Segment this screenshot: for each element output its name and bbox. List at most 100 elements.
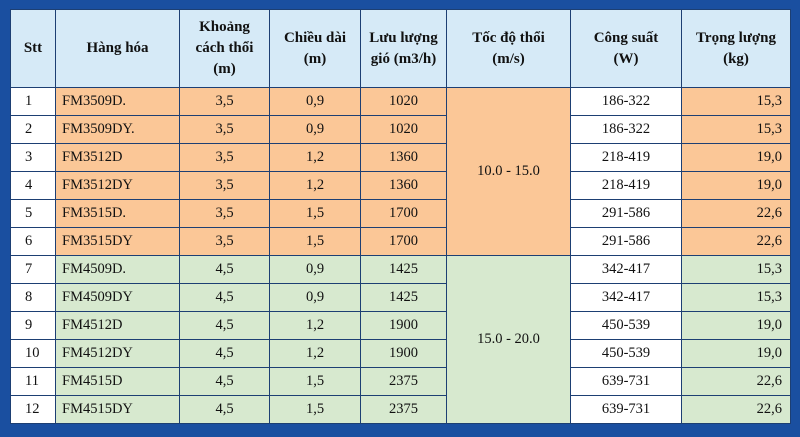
table-row: 4 FM3512DY 3,5 1,2 1360 218-419 19,0 bbox=[10, 171, 791, 200]
cell-length: 1,5 bbox=[269, 367, 361, 396]
cell-airflow: 1900 bbox=[360, 339, 447, 368]
cell-weight: 19,0 bbox=[681, 143, 791, 172]
table-row: 9 FM4512D 4,5 1,2 1900 450-539 19,0 bbox=[10, 311, 791, 340]
table-row: 10 FM4512DY 4,5 1,2 1900 450-539 19,0 bbox=[10, 339, 791, 368]
cell-length: 0,9 bbox=[269, 115, 361, 144]
cell-airflow: 1020 bbox=[360, 87, 447, 116]
cell-length: 0,9 bbox=[269, 87, 361, 116]
header-row: Stt Hàng hóa Khoảng cách thổi (m) Chiều … bbox=[10, 9, 791, 88]
cell-weight: 15,3 bbox=[681, 87, 791, 116]
cell-airflow: 2375 bbox=[360, 395, 447, 424]
cell-stt: 10 bbox=[10, 339, 56, 368]
cell-power: 639-731 bbox=[570, 395, 682, 424]
table-row: 6 FM3515DY 3,5 1,5 1700 291-586 22,6 bbox=[10, 227, 791, 256]
cell-distance: 3,5 bbox=[179, 227, 270, 256]
cell-weight: 15,3 bbox=[681, 255, 791, 284]
cell-length: 1,2 bbox=[269, 339, 361, 368]
cell-product: FM3509DY. bbox=[55, 115, 180, 144]
cell-weight: 22,6 bbox=[681, 395, 791, 424]
cell-product: FM4509DY bbox=[55, 283, 180, 312]
cell-weight: 15,3 bbox=[681, 283, 791, 312]
cell-power: 291-586 bbox=[570, 227, 682, 256]
header-distance: Khoảng cách thổi (m) bbox=[179, 9, 270, 88]
table-frame: Stt Hàng hóa Khoảng cách thổi (m) Chiều … bbox=[4, 4, 796, 433]
header-weight: Trọng lượng (kg) bbox=[681, 9, 791, 88]
header-speed: Tốc độ thổi (m/s) bbox=[446, 9, 571, 88]
header-airflow: Lưu lượng gió (m3/h) bbox=[360, 9, 447, 88]
cell-power: 450-539 bbox=[570, 339, 682, 368]
cell-stt: 2 bbox=[10, 115, 56, 144]
cell-stt: 9 bbox=[10, 311, 56, 340]
cell-stt: 4 bbox=[10, 171, 56, 200]
cell-stt: 5 bbox=[10, 199, 56, 228]
cell-weight: 22,6 bbox=[681, 199, 791, 228]
cell-length: 0,9 bbox=[269, 283, 361, 312]
cell-length: 1,2 bbox=[269, 171, 361, 200]
cell-weight: 22,6 bbox=[681, 227, 791, 256]
table-row: 8 FM4509DY 4,5 0,9 1425 342-417 15,3 bbox=[10, 283, 791, 312]
cell-stt: 12 bbox=[10, 395, 56, 424]
cell-speed-group: 15.0 - 20.0 bbox=[446, 255, 571, 424]
cell-power: 639-731 bbox=[570, 367, 682, 396]
cell-stt: 3 bbox=[10, 143, 56, 172]
cell-airflow: 1020 bbox=[360, 115, 447, 144]
cell-length: 0,9 bbox=[269, 255, 361, 284]
cell-length: 1,5 bbox=[269, 395, 361, 424]
cell-length: 1,5 bbox=[269, 199, 361, 228]
cell-airflow: 1425 bbox=[360, 283, 447, 312]
cell-distance: 4,5 bbox=[179, 311, 270, 340]
cell-weight: 22,6 bbox=[681, 367, 791, 396]
cell-stt: 8 bbox=[10, 283, 56, 312]
cell-airflow: 1700 bbox=[360, 199, 447, 228]
cell-weight: 19,0 bbox=[681, 339, 791, 368]
table-row: 3 FM3512D 3,5 1,2 1360 218-419 19,0 bbox=[10, 143, 791, 172]
header-power: Công suất (W) bbox=[570, 9, 682, 88]
cell-distance: 3,5 bbox=[179, 115, 270, 144]
cell-airflow: 2375 bbox=[360, 367, 447, 396]
cell-stt: 11 bbox=[10, 367, 56, 396]
cell-airflow: 1425 bbox=[360, 255, 447, 284]
header-length: Chiều dài (m) bbox=[269, 9, 361, 88]
cell-distance: 4,5 bbox=[179, 339, 270, 368]
cell-distance: 4,5 bbox=[179, 283, 270, 312]
cell-distance: 3,5 bbox=[179, 143, 270, 172]
cell-product: FM4515DY bbox=[55, 395, 180, 424]
table-row: 5 FM3515D. 3,5 1,5 1700 291-586 22,6 bbox=[10, 199, 791, 228]
cell-distance: 3,5 bbox=[179, 171, 270, 200]
cell-airflow: 1360 bbox=[360, 143, 447, 172]
cell-airflow: 1700 bbox=[360, 227, 447, 256]
cell-product: FM4515D bbox=[55, 367, 180, 396]
cell-weight: 19,0 bbox=[681, 311, 791, 340]
cell-product: FM3509D. bbox=[55, 87, 180, 116]
table-row: 12 FM4515DY 4,5 1,5 2375 639-731 22,6 bbox=[10, 395, 791, 424]
cell-weight: 19,0 bbox=[681, 171, 791, 200]
cell-product: FM3515DY bbox=[55, 227, 180, 256]
cell-power: 342-417 bbox=[570, 255, 682, 284]
header-stt: Stt bbox=[10, 9, 56, 88]
cell-stt: 1 bbox=[10, 87, 56, 116]
table-row: 11 FM4515D 4,5 1,5 2375 639-731 22,6 bbox=[10, 367, 791, 396]
cell-length: 1,5 bbox=[269, 227, 361, 256]
cell-airflow: 1360 bbox=[360, 171, 447, 200]
header-product: Hàng hóa bbox=[55, 9, 180, 88]
cell-power: 186-322 bbox=[570, 87, 682, 116]
product-spec-table: Stt Hàng hóa Khoảng cách thổi (m) Chiều … bbox=[10, 9, 791, 424]
cell-product: FM4509D. bbox=[55, 255, 180, 284]
cell-weight: 15,3 bbox=[681, 115, 791, 144]
cell-product: FM3512DY bbox=[55, 171, 180, 200]
cell-power: 342-417 bbox=[570, 283, 682, 312]
cell-power: 186-322 bbox=[570, 115, 682, 144]
table-row: 7 FM4509D. 4,5 0,9 1425 15.0 - 20.0 342-417 15,… bbox=[10, 255, 791, 424]
table-row: 2 FM3509DY. 3,5 0,9 1020 186-322 15,3 bbox=[10, 115, 791, 144]
cell-distance: 3,5 bbox=[179, 199, 270, 228]
cell-product: FM4512D bbox=[55, 311, 180, 340]
cell-product: FM3512D bbox=[55, 143, 180, 172]
cell-speed-group: 10.0 - 15.0 bbox=[446, 87, 571, 256]
cell-distance: 4,5 bbox=[179, 367, 270, 396]
cell-power: 218-419 bbox=[570, 171, 682, 200]
cell-length: 1,2 bbox=[269, 311, 361, 340]
cell-distance: 3,5 bbox=[179, 87, 270, 116]
cell-stt: 6 bbox=[10, 227, 56, 256]
cell-product: FM4512DY bbox=[55, 339, 180, 368]
table-row: 1 FM3509D. 3,5 0,9 1020 10.0 - 15.0 186-322 15,… bbox=[10, 87, 791, 256]
